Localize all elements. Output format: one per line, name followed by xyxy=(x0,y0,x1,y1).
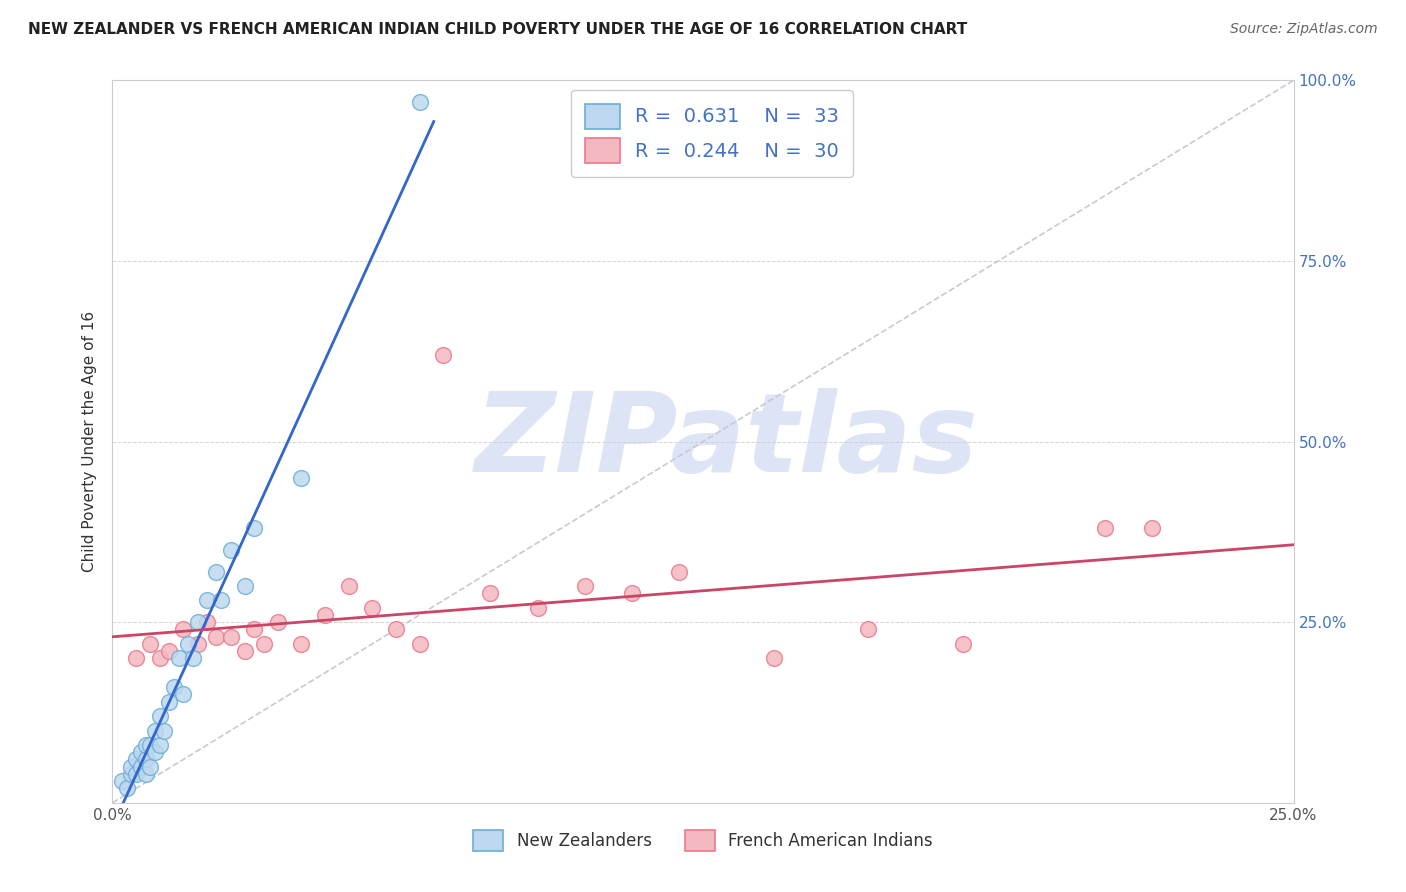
Point xyxy=(267,615,290,630)
Point xyxy=(243,521,266,535)
Y-axis label: Child Poverty Under the Age of 16: Child Poverty Under the Age of 16 xyxy=(82,311,97,572)
Point xyxy=(408,637,430,651)
Point xyxy=(314,607,336,622)
Point xyxy=(125,752,148,766)
Point xyxy=(135,767,157,781)
Point xyxy=(762,651,785,665)
Point xyxy=(621,586,644,600)
Point xyxy=(186,615,208,630)
Point xyxy=(135,752,157,766)
Point xyxy=(952,637,974,651)
Point xyxy=(149,738,172,752)
Point xyxy=(139,738,162,752)
Point xyxy=(233,579,256,593)
Point xyxy=(135,738,157,752)
Text: NEW ZEALANDER VS FRENCH AMERICAN INDIAN CHILD POVERTY UNDER THE AGE OF 16 CORREL: NEW ZEALANDER VS FRENCH AMERICAN INDIAN … xyxy=(28,22,967,37)
Point xyxy=(181,651,204,665)
Point xyxy=(167,651,190,665)
Point xyxy=(120,760,142,774)
Point xyxy=(233,644,256,658)
Point xyxy=(172,687,194,701)
Point xyxy=(361,600,384,615)
Point xyxy=(1140,521,1163,535)
Point xyxy=(574,579,596,593)
Point xyxy=(668,565,690,579)
Point xyxy=(163,680,186,694)
Point xyxy=(253,637,276,651)
Point xyxy=(111,774,134,789)
Point xyxy=(1094,521,1116,535)
Point xyxy=(125,767,148,781)
Point xyxy=(153,723,176,738)
Point xyxy=(120,767,142,781)
Point xyxy=(219,630,242,644)
Point xyxy=(143,723,166,738)
Point xyxy=(290,470,312,484)
Point xyxy=(139,760,162,774)
Text: ZIPatlas: ZIPatlas xyxy=(475,388,979,495)
Point xyxy=(432,348,454,362)
Point xyxy=(243,623,266,637)
Point xyxy=(129,745,152,759)
Point xyxy=(209,593,232,607)
Point xyxy=(205,565,228,579)
Point xyxy=(479,586,502,600)
Point xyxy=(337,579,360,593)
Point xyxy=(139,637,162,651)
Point xyxy=(385,623,408,637)
Point xyxy=(526,600,548,615)
Text: Source: ZipAtlas.com: Source: ZipAtlas.com xyxy=(1230,22,1378,37)
Point xyxy=(157,695,180,709)
Point xyxy=(195,593,218,607)
Point xyxy=(143,745,166,759)
Point xyxy=(858,623,880,637)
Point xyxy=(149,651,172,665)
Point xyxy=(149,709,172,723)
Point xyxy=(219,542,242,557)
Legend: New Zealanders, French American Indians: New Zealanders, French American Indians xyxy=(465,822,941,860)
Point xyxy=(177,637,200,651)
Point xyxy=(172,623,194,637)
Point xyxy=(205,630,228,644)
Point xyxy=(125,651,148,665)
Point xyxy=(408,95,430,109)
Point xyxy=(290,637,312,651)
Point xyxy=(115,781,138,796)
Point xyxy=(129,760,152,774)
Point xyxy=(157,644,180,658)
Point xyxy=(186,637,208,651)
Point xyxy=(195,615,218,630)
